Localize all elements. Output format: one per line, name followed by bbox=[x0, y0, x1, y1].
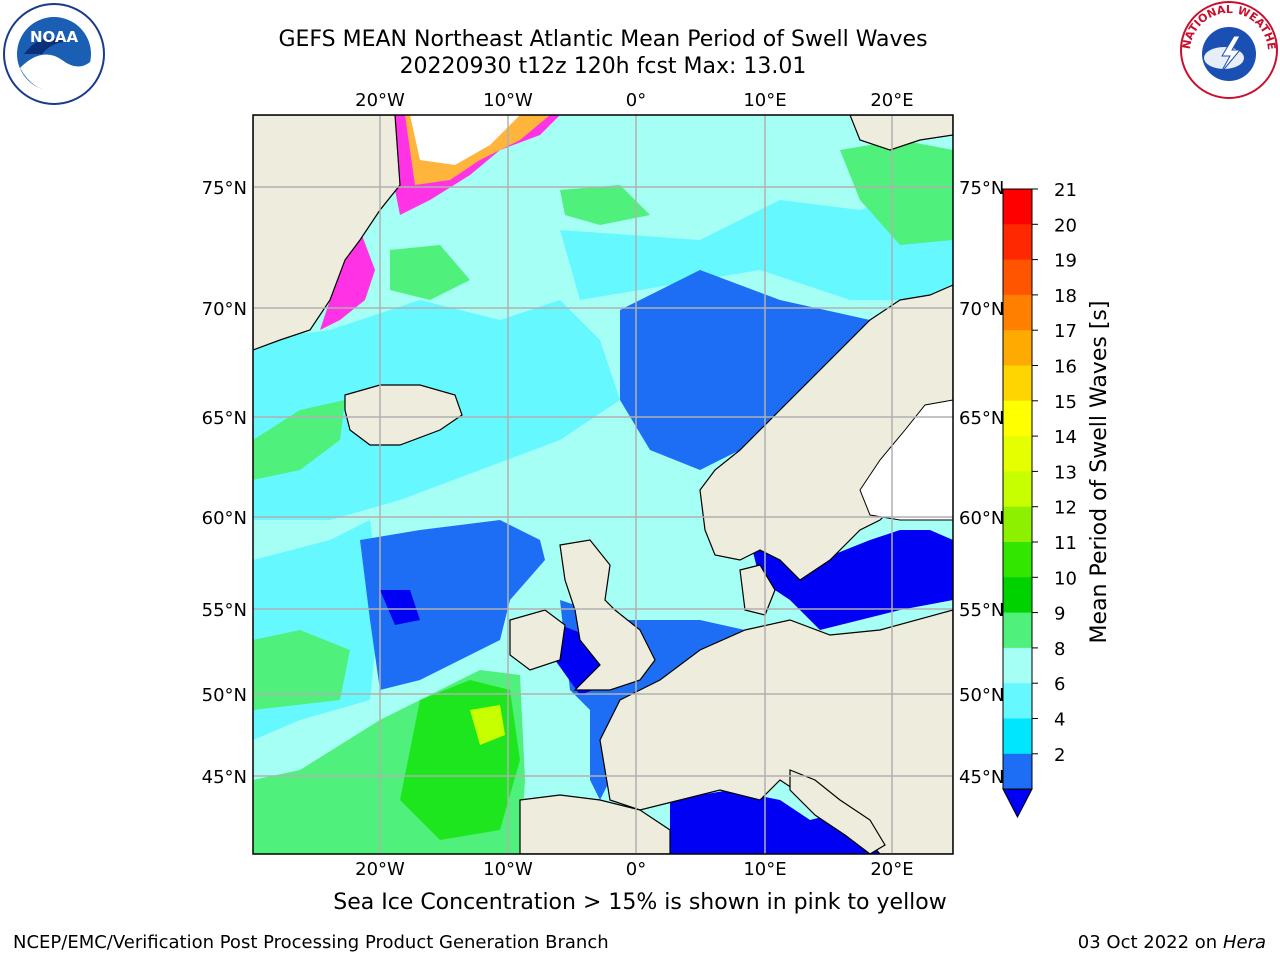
colorbar-tick-label: 17 bbox=[1054, 321, 1077, 342]
lat-label-left: 55°N bbox=[202, 600, 247, 621]
lon-label-top: 10°E bbox=[743, 90, 786, 111]
colorbar-band-12-13 bbox=[1003, 471, 1032, 508]
colorbar-band-15-16 bbox=[1003, 365, 1032, 402]
colorbar-extend-arrow bbox=[1002, 788, 1033, 819]
lat-label-left: 50°N bbox=[202, 685, 247, 706]
swell-zone-green-greenland-sea bbox=[390, 245, 470, 300]
colorbar-band-8-9 bbox=[1003, 612, 1032, 649]
lat-label-right: 60°N bbox=[959, 508, 1004, 529]
colorbar-band-13-14 bbox=[1003, 436, 1032, 472]
colorbar-tick-label: 2 bbox=[1054, 745, 1065, 766]
colorbar-band-9-10 bbox=[1003, 577, 1032, 614]
sea-ice-caption: Sea Ice Concentration > 15% is shown in … bbox=[0, 890, 1280, 915]
lon-label-top: 0° bbox=[626, 90, 646, 111]
lat-label-left: 70°N bbox=[202, 299, 247, 320]
map-area bbox=[253, 115, 953, 854]
colorbar-band-<2 bbox=[1003, 753, 1032, 790]
colorbar-band-14-15 bbox=[1003, 400, 1032, 437]
lat-label-right: 45°N bbox=[959, 767, 1004, 788]
colorbar-band-17-18 bbox=[1003, 294, 1032, 331]
lon-label-top: 10°W bbox=[483, 90, 533, 111]
colorbar-tick-label: 14 bbox=[1054, 427, 1077, 448]
swell-zone-green-fram bbox=[560, 185, 650, 225]
map-frame bbox=[252, 114, 954, 855]
date-text: 03 Oct 2022 on bbox=[1077, 932, 1223, 953]
colorbar: 21 20 19 18 17 16 15 14 13 12 11 10 9 8 6 4 2 bbox=[1002, 180, 1077, 819]
lat-label-left: 65°N bbox=[202, 408, 247, 429]
colorbar-tick-label: 10 bbox=[1054, 568, 1077, 589]
colorbar-tick-label: 21 bbox=[1054, 180, 1077, 201]
lat-label-left: 75°N bbox=[202, 178, 247, 199]
graticule bbox=[253, 115, 953, 854]
land-greenland bbox=[253, 115, 401, 351]
swell-zone-blue-rockall bbox=[360, 520, 545, 690]
colorbar-band-11-12 bbox=[1003, 506, 1032, 543]
colorbar-tick-label: 19 bbox=[1054, 251, 1077, 272]
lat-label-left: 45°N bbox=[202, 767, 247, 788]
lat-label-right: 50°N bbox=[959, 685, 1004, 706]
datestamp: 03 Oct 2022 on Hera bbox=[1078, 932, 1266, 953]
land-italy bbox=[789, 769, 886, 854]
swell-zone-deep-blue-patch bbox=[380, 590, 420, 625]
gulf-of-bothnia bbox=[859, 399, 953, 521]
colorbar-band-18-19 bbox=[1003, 259, 1032, 296]
noaa-logo: NOAA bbox=[2, 2, 106, 110]
lon-label-bottom: 20°E bbox=[870, 859, 913, 880]
colorbar-band-2-4 bbox=[1003, 718, 1032, 755]
land-svalbard bbox=[849, 115, 953, 151]
lon-label-top: 20°E bbox=[870, 90, 913, 111]
lat-label-right: 75°N bbox=[959, 178, 1004, 199]
colorbar-band-19-20 bbox=[1003, 224, 1032, 261]
land-ireland bbox=[509, 609, 566, 671]
swell-zone-green-sw-upper bbox=[253, 630, 350, 710]
lat-label-left: 60°N bbox=[202, 508, 247, 529]
colorbar-tick-label: 4 bbox=[1054, 710, 1065, 731]
colorbar-tick-label: 12 bbox=[1054, 498, 1077, 519]
colorbar-label: Mean Period of Swell Waves [s] bbox=[1087, 301, 1112, 644]
land-great-britain bbox=[559, 539, 656, 691]
colorbar-band-4-6 bbox=[1003, 683, 1032, 719]
lat-label-right: 55°N bbox=[959, 600, 1004, 621]
nws-logo: NATIONAL WEATHER SERVICE bbox=[1174, 0, 1280, 104]
colorbar-tick-label: 11 bbox=[1054, 533, 1077, 554]
lat-label-right: 70°N bbox=[959, 299, 1004, 320]
chart-title: GEFS MEAN Northeast Atlantic Mean Period… bbox=[278, 27, 928, 52]
credit-text: NCEP/EMC/Verification Post Processing Pr… bbox=[13, 932, 609, 953]
colorbar-band-10-11 bbox=[1003, 542, 1032, 578]
lon-label-bottom: 10°E bbox=[743, 859, 786, 880]
swell-zone-green-barents bbox=[840, 140, 953, 245]
colorbar-tick-label: 9 bbox=[1054, 604, 1065, 625]
land-iberia bbox=[519, 794, 671, 854]
colorbar-frame bbox=[1002, 188, 1033, 790]
swell-zone-green-west bbox=[253, 400, 345, 480]
machine-name: Hera bbox=[1222, 932, 1266, 953]
chart-subtitle: 20220930 t12z 120h fcst Max: 13.01 bbox=[399, 54, 807, 79]
swell-zone-cyan-north bbox=[560, 180, 953, 300]
lon-label-bottom: 20°W bbox=[355, 859, 405, 880]
land-iceland bbox=[344, 384, 463, 446]
lon-label-bottom: 0° bbox=[626, 859, 646, 880]
colorbar-tick-label: 18 bbox=[1054, 286, 1077, 307]
swell-zone-max bbox=[470, 705, 505, 745]
lon-label-top: 20°W bbox=[355, 90, 405, 111]
colorbar-tick-label: 16 bbox=[1054, 357, 1077, 378]
colorbar-band-16-17 bbox=[1003, 330, 1032, 366]
noaa-logo-text: NOAA bbox=[30, 28, 79, 46]
colorbar-band-6-8 bbox=[1003, 647, 1032, 684]
lon-label-bottom: 10°W bbox=[483, 859, 533, 880]
sea-ice-caption-text: Sea Ice Concentration > 15% is shown in … bbox=[333, 890, 947, 915]
colorbar-tick-label: 6 bbox=[1054, 674, 1065, 695]
colorbar-band-20-21 bbox=[1003, 189, 1032, 225]
lat-label-right: 65°N bbox=[959, 408, 1004, 429]
land-denmark bbox=[739, 564, 776, 616]
colorbar-tick-label: 20 bbox=[1054, 215, 1077, 236]
colorbar-tick-label: 13 bbox=[1054, 462, 1077, 483]
colorbar-tick-label: 8 bbox=[1054, 639, 1065, 660]
sea-ice-pack bbox=[410, 115, 520, 165]
swell-zone-blue-norwegian-sea bbox=[620, 270, 870, 470]
colorbar-tick-label: 15 bbox=[1054, 392, 1077, 413]
